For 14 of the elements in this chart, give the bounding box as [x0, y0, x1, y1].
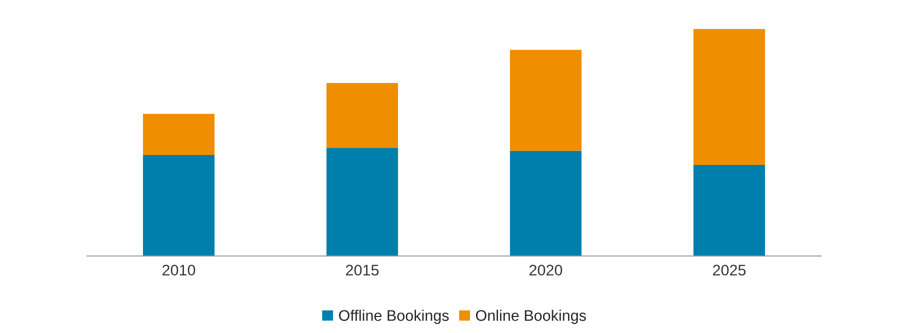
bar [142, 154, 215, 256]
legend-label: Online Bookings [476, 310, 586, 324]
x-tick-label: 2025 [713, 264, 746, 276]
x-tick-label: 2020 [530, 264, 562, 276]
bar [326, 148, 398, 256]
legend-label: Offline Bookings [339, 310, 449, 324]
bar [326, 83, 398, 148]
x-tick-label: 2010 [162, 264, 196, 276]
x-tick-label: 2015 [346, 264, 379, 276]
bar [142, 114, 215, 155]
bar [510, 150, 582, 256]
bar [693, 164, 766, 256]
bar [510, 50, 582, 151]
bar [693, 29, 766, 165]
